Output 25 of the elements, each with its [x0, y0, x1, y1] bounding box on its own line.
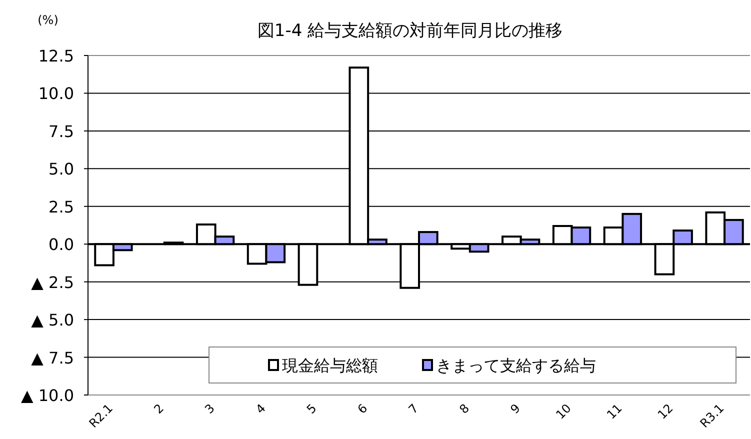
- x-tick-label: 3: [202, 401, 218, 417]
- y-tick-label: 2.5: [48, 197, 74, 216]
- chart-title: 図1-4 給与支給額の対前年同月比の推移: [257, 21, 563, 41]
- x-tick-label: 7: [406, 401, 422, 417]
- x-tick-label: 9: [508, 401, 523, 417]
- y-tick-label: 5.0: [48, 160, 74, 179]
- y-tick-label: 0.0: [48, 235, 74, 254]
- y-tick-label: 10.0: [38, 84, 74, 104]
- x-tick-label: 11: [604, 401, 625, 422]
- x-tick-label: 8: [456, 401, 472, 417]
- legend-label: きまって支給する給与: [436, 356, 596, 375]
- x-tick-label: 2: [151, 401, 167, 417]
- y-tick-label: ▲ 2.5: [31, 272, 74, 292]
- x-tick-label: 5: [304, 401, 320, 417]
- y-tick-label: 7.5: [48, 122, 74, 141]
- legend-label: 現金給与総額: [282, 356, 378, 375]
- x-tick-label: 6: [354, 401, 370, 417]
- y-tick-label: ▲ 10.0: [20, 386, 74, 405]
- y-axis-title: (%): [38, 13, 58, 27]
- x-tick-label: 10: [553, 401, 574, 422]
- y-tick-label: 12.5: [38, 46, 74, 66]
- y-tick-label: ▲ 7.5: [31, 348, 74, 368]
- x-tick-label: 4: [253, 401, 268, 417]
- x-tick-label: 12: [655, 401, 676, 422]
- y-tick-label: ▲ 5.0: [31, 310, 74, 330]
